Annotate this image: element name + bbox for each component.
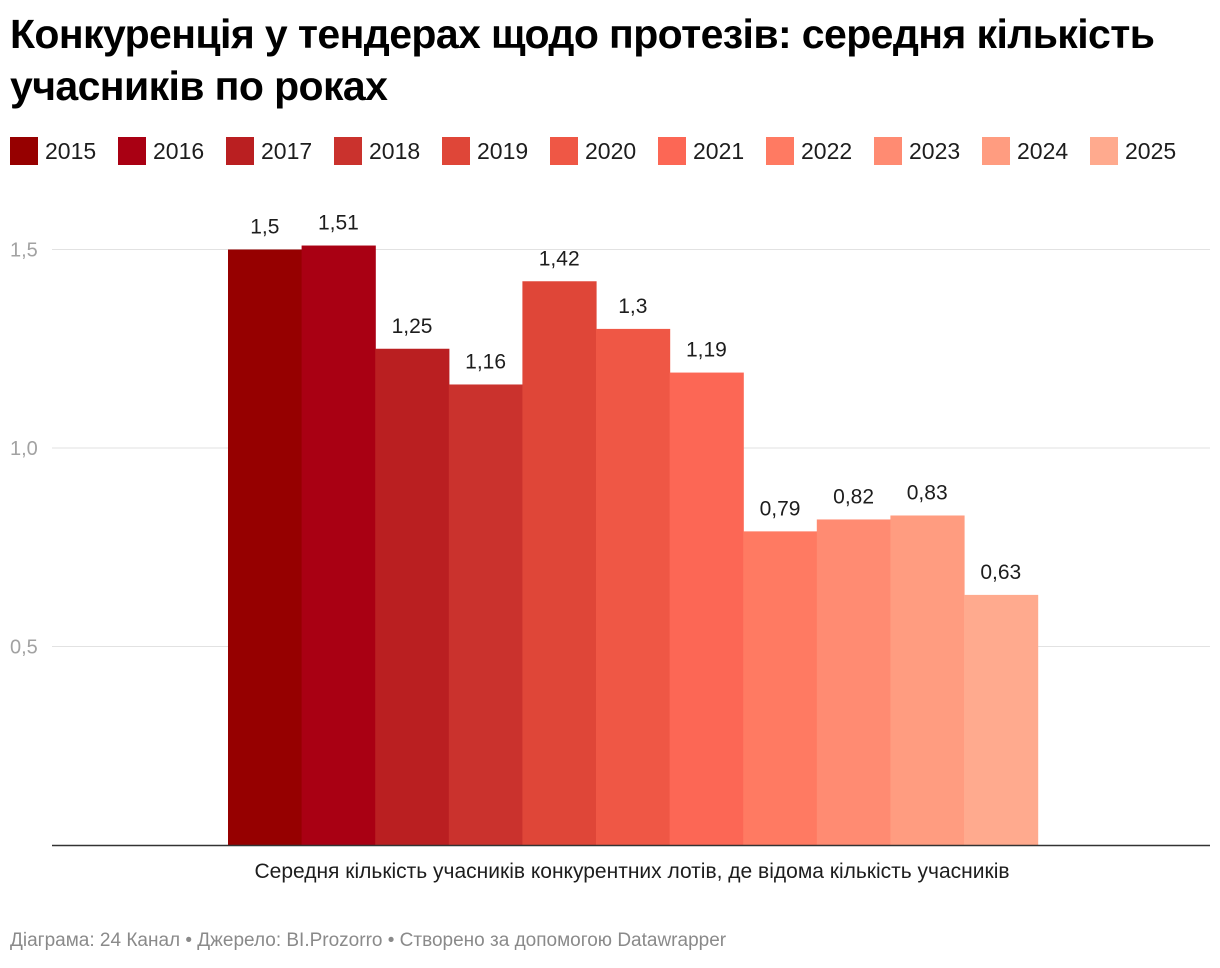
value-label-2021: 1,19 — [686, 339, 727, 362]
legend-label: 2024 — [1017, 138, 1069, 164]
legend-item-2019: 2019 — [442, 136, 550, 166]
bar-2024 — [890, 515, 965, 845]
x-axis-label: Середня кількість учасників конкурентних… — [254, 860, 1009, 883]
legend-item-2015: 2015 — [10, 136, 118, 166]
legend-swatch — [874, 137, 902, 165]
legend-swatch — [10, 137, 38, 165]
legend-swatch — [550, 137, 578, 165]
legend-item-2016: 2016 — [118, 136, 226, 166]
legend-label: 2016 — [153, 138, 205, 164]
legend-label: 2020 — [585, 138, 637, 164]
value-label-2023: 0,82 — [833, 485, 874, 508]
value-label-2022: 0,79 — [760, 497, 801, 520]
legend-label: 2017 — [261, 138, 313, 164]
legend-item-2021: 2021 — [658, 136, 766, 166]
legend-item-2020: 2020 — [550, 136, 658, 166]
legend-swatch — [118, 137, 146, 165]
value-label-2018: 1,16 — [465, 350, 506, 373]
value-label-2024: 0,83 — [907, 481, 948, 504]
legend-label: 2023 — [909, 138, 961, 164]
legend-item-2018: 2018 — [334, 136, 442, 166]
bar-2020 — [596, 328, 671, 845]
legend-item-2024: 2024 — [982, 136, 1090, 166]
legend-label: 2018 — [369, 138, 421, 164]
value-label-2019: 1,42 — [539, 247, 580, 270]
legend-swatch — [334, 137, 362, 165]
bar-chart: 0,5 1,0 1,5 1,5 1,51 1,25 1,16 1,42 1,3 1,19 0,79 0… — [10, 212, 1210, 883]
bar-2023 — [816, 519, 891, 845]
legend: 2015 2016 2017 2018 2019 2020 2021 2022 2023 2024… — [10, 136, 1198, 166]
legend-swatch — [982, 137, 1010, 165]
bar-2015 — [228, 249, 303, 845]
legend-label: 2015 — [45, 138, 97, 164]
legend-item-2022: 2022 — [766, 136, 874, 166]
y-tick-label: 1,0 — [10, 438, 38, 460]
bar-2016 — [301, 245, 376, 845]
legend-item-2017: 2017 — [226, 136, 334, 166]
bar-2022 — [743, 531, 818, 845]
value-label-2025: 0,63 — [980, 561, 1021, 584]
legend-swatch — [226, 137, 254, 165]
legend-swatch — [442, 137, 470, 165]
legend-item-2023: 2023 — [874, 136, 982, 166]
chart-title: Конкуренція у тендерах щодо протезів: се… — [10, 11, 1155, 109]
bar-2018 — [448, 384, 523, 845]
legend-label: 2022 — [801, 138, 853, 164]
legend-label: 2025 — [1125, 138, 1177, 164]
value-label-2017: 1,25 — [392, 315, 433, 338]
footer-credits: Діаграма: 24 Канал • Джерело: BI.Prozorr… — [10, 930, 727, 951]
legend-label: 2019 — [477, 138, 529, 164]
y-tick-label: 0,5 — [10, 637, 38, 659]
legend-item-2025: 2025 — [1090, 136, 1198, 166]
value-label-2020: 1,3 — [618, 295, 647, 318]
legend-swatch — [658, 137, 686, 165]
bar-2019 — [522, 281, 597, 845]
y-tick-label: 1,5 — [10, 240, 38, 262]
bar-2025 — [964, 594, 1039, 845]
legend-swatch — [1090, 137, 1118, 165]
bar-2017 — [375, 348, 450, 845]
value-label-2015: 1,5 — [250, 216, 279, 239]
bar-2021 — [669, 372, 744, 845]
value-label-2016: 1,51 — [318, 212, 359, 235]
legend-swatch — [766, 137, 794, 165]
legend-label: 2021 — [693, 138, 745, 164]
